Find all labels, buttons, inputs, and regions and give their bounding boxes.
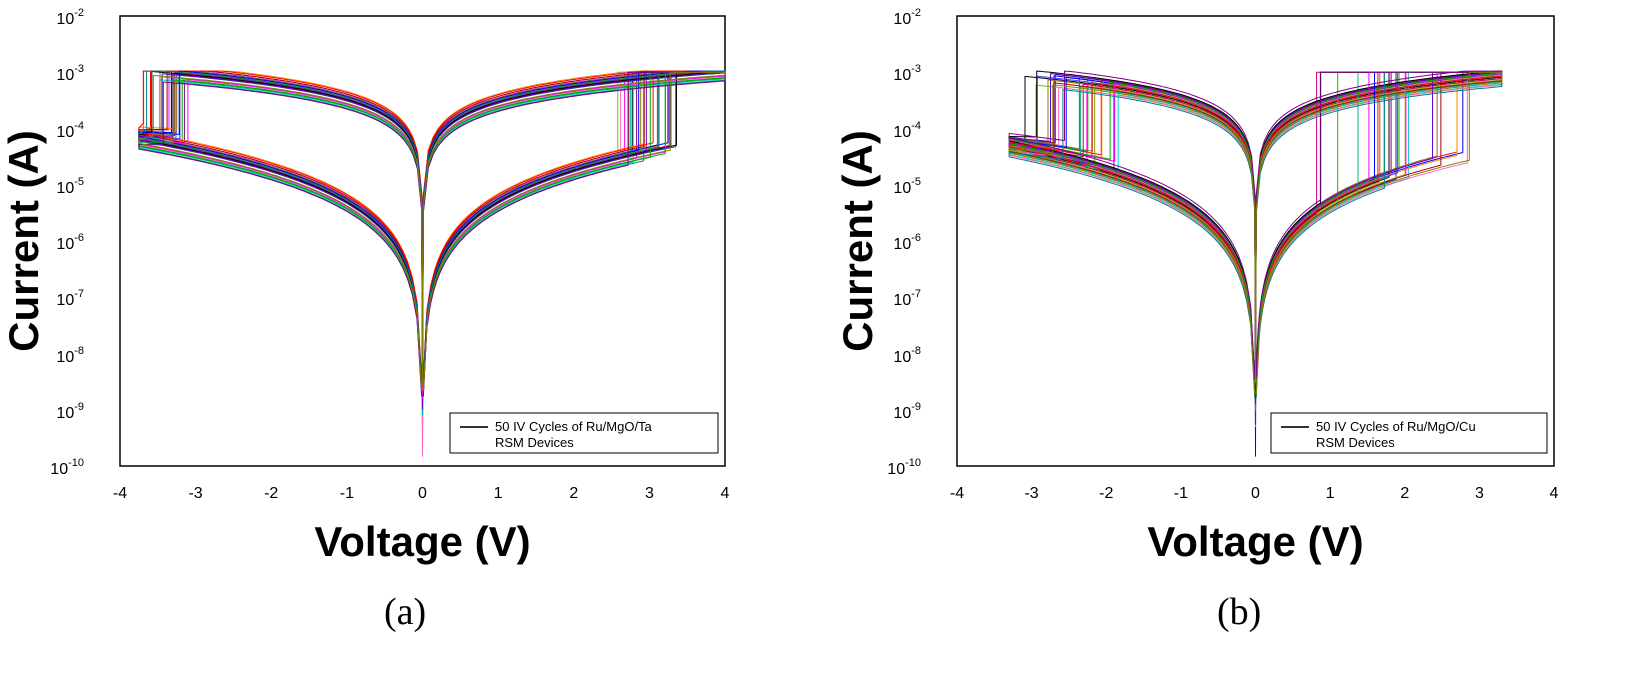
y-axis-title: Current (A) bbox=[0, 130, 47, 352]
legend-label-2: RSM Devices bbox=[1316, 435, 1395, 450]
panel-label: (b) bbox=[1217, 591, 1262, 633]
x-axis-title: Voltage (V) bbox=[1147, 518, 1363, 565]
iv-cycle-curve bbox=[138, 71, 726, 410]
x-tick-label: 2 bbox=[569, 485, 578, 502]
axis-frame-a bbox=[119, 15, 726, 467]
axis-frame-b bbox=[956, 15, 1555, 467]
y-axis-title: Current (A) bbox=[834, 130, 881, 352]
y-tick-label: 10-10 bbox=[887, 457, 921, 478]
y-tick-label: 10-5 bbox=[893, 176, 921, 197]
y-tick-label: 10-4 bbox=[893, 120, 921, 141]
x-tick-label: 2 bbox=[1400, 485, 1409, 502]
iv-cycle-curve bbox=[1008, 71, 1503, 412]
y-tick-label: 10-3 bbox=[893, 63, 921, 84]
x-tick-label: 4 bbox=[1550, 485, 1559, 502]
x-axis-title: Voltage (V) bbox=[314, 518, 530, 565]
x-tick-label: 4 bbox=[721, 485, 730, 502]
y-tick-label: 10-3 bbox=[56, 63, 84, 84]
iv-cycle-curve bbox=[138, 71, 726, 457]
legend-b: 50 IV Cycles of Ru/MgO/Cu RSM Devices bbox=[1270, 412, 1548, 454]
legend-label: 50 IV Cycles of Ru/MgO/Cu bbox=[1316, 419, 1476, 434]
iv-cycle-curve bbox=[138, 71, 726, 399]
legend-a: 50 IV Cycles of Ru/MgO/Ta RSM Devices bbox=[449, 412, 719, 454]
x-tick-label: 1 bbox=[494, 485, 503, 502]
plot-area-a bbox=[119, 15, 726, 467]
chart-svg-a: -4 -3 -2 -1 0 1 2 3 4 10-2 10-3 10-4 10-… bbox=[0, 7, 730, 565]
y-tick-label: 10-6 bbox=[893, 232, 921, 253]
y-tick-label: 10-2 bbox=[56, 7, 84, 28]
y-tick-label: 10-8 bbox=[893, 345, 921, 366]
panel-label: (a) bbox=[384, 591, 427, 633]
chart-panel-b: -4 -3 -2 -1 0 1 2 3 4 10-2 10-3 10-4 10-… bbox=[825, 0, 1650, 674]
y-tick-labels-a: 10-2 10-3 10-4 10-5 10-6 10-7 10-8 10-9 … bbox=[50, 7, 84, 478]
x-tick-label: 0 bbox=[418, 485, 427, 502]
iv-curves-a bbox=[138, 70, 726, 457]
y-tick-label: 10-4 bbox=[56, 120, 84, 141]
y-tick-label: 10-7 bbox=[56, 288, 84, 309]
x-tick-labels-b: -4 -3 -2 -1 0 1 2 3 4 bbox=[950, 485, 1559, 502]
x-tick-label: -3 bbox=[188, 485, 202, 502]
y-tick-label: 10-7 bbox=[893, 288, 921, 309]
x-tick-label: -1 bbox=[340, 485, 354, 502]
legend-label-2: RSM Devices bbox=[495, 435, 574, 450]
y-tick-label: 10-10 bbox=[50, 457, 84, 478]
iv-cycle-curve bbox=[1008, 70, 1503, 405]
y-tick-label: 10-6 bbox=[56, 232, 84, 253]
x-tick-label: 0 bbox=[1251, 485, 1260, 502]
chart-panel-a: -4 -3 -2 -1 0 1 2 3 4 10-2 10-3 10-4 10-… bbox=[0, 7, 730, 633]
y-tick-label: 10-5 bbox=[56, 176, 84, 197]
y-tick-label: 10-9 bbox=[56, 401, 84, 422]
y-tick-label: 10-9 bbox=[893, 401, 921, 422]
iv-curves-b bbox=[1008, 70, 1503, 457]
x-tick-label: 3 bbox=[645, 485, 654, 502]
legend-box bbox=[1270, 412, 1548, 454]
chart-svg-b: -4 -3 -2 -1 0 1 2 3 4 10-2 10-3 10-4 10-… bbox=[834, 7, 1559, 565]
iv-cycle-curve bbox=[138, 71, 726, 392]
x-tick-label: -1 bbox=[1174, 485, 1188, 502]
y-tick-label: 10-2 bbox=[893, 7, 921, 28]
y-tick-labels-b: 10-2 10-3 10-4 10-5 10-6 10-7 10-8 10-9 … bbox=[887, 7, 921, 478]
x-tick-labels-a: -4 -3 -2 -1 0 1 2 3 4 bbox=[113, 485, 730, 502]
iv-cycle-curve bbox=[1008, 71, 1503, 395]
x-tick-label: -2 bbox=[264, 485, 278, 502]
x-tick-label: 1 bbox=[1326, 485, 1335, 502]
legend-label: 50 IV Cycles of Ru/MgO/Ta bbox=[495, 419, 653, 434]
legend-box bbox=[449, 412, 719, 454]
y-tick-label: 10-8 bbox=[56, 345, 84, 366]
x-tick-label: -2 bbox=[1099, 485, 1113, 502]
x-tick-label: -3 bbox=[1024, 485, 1038, 502]
iv-cycle-curve bbox=[138, 71, 726, 392]
x-tick-label: -4 bbox=[113, 485, 127, 502]
plot-area-b bbox=[956, 15, 1555, 467]
x-tick-label: 3 bbox=[1475, 485, 1484, 502]
x-tick-label: -4 bbox=[950, 485, 964, 502]
